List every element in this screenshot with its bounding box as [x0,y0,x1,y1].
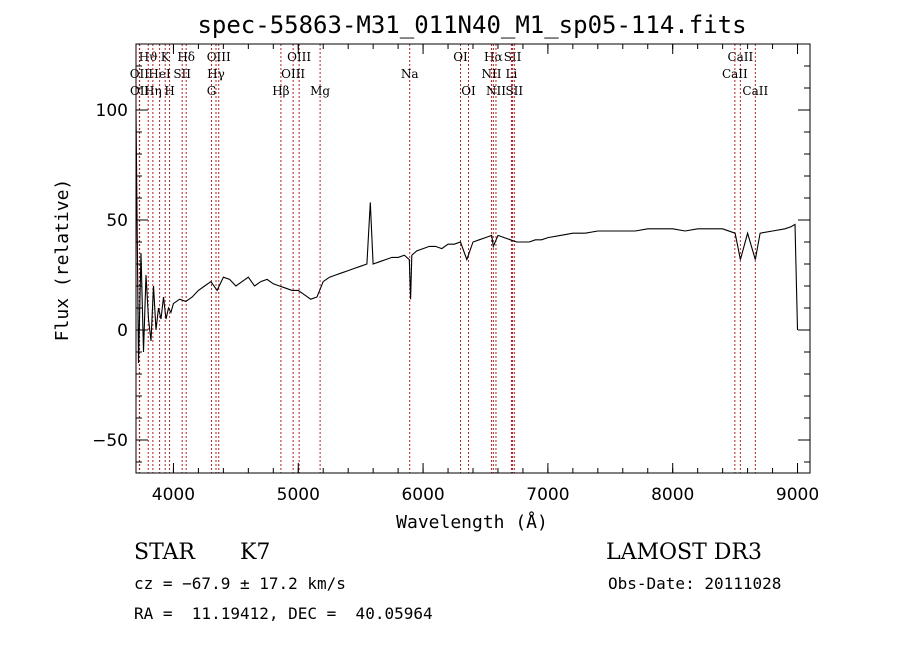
spectral-line-label: HeI [148,67,171,81]
x-tick-label: 7000 [526,485,569,505]
spectral-line-label: CaII [727,50,753,64]
coordinates: RA = 11.19412, DEC = 40.05964 [134,604,433,623]
spectral-line-label: G [207,84,217,98]
spectral-line-label: OI [453,50,468,64]
x-tick-label: 9000 [776,485,819,505]
spectral-line-label: NII [486,84,506,98]
spectral-line-label: Hγ [207,67,225,81]
chart-title: spec-55863-M31_011N40_M1_sp05-114.fits [197,11,746,39]
spectral-line-label: CaII [742,84,768,98]
spectral-line-label: SII [504,50,522,64]
spectral-line-label: H [164,84,174,98]
spectral-line-label: NII [481,67,501,81]
spectral-line-label: CaII [722,67,748,81]
object-subclass: K7 [240,540,271,565]
x-axis-label: Wavelength (Å) [396,511,548,533]
x-tick-label: 4000 [152,485,195,505]
spectral-line-label: OI [461,84,476,98]
redshift-text: cz = −67.9 ± 17.2 km/s [134,574,346,593]
spectral-line-label: Hδ [177,50,195,64]
x-tick-label: 5000 [277,485,320,505]
y-axis-label: Flux (relative) [52,179,73,342]
spectral-line-label: OIII [287,50,311,64]
obs-date: Obs-Date: 20111028 [608,574,782,593]
spectrum-line [135,109,799,364]
spectral-line-label: OIII [207,50,231,64]
spectral-line-label: K [161,50,171,64]
y-tick-label: 100 [96,101,128,121]
y-tick-label: 0 [117,321,128,341]
spectral-line-label: Hβ [272,84,289,98]
spectral-line-label: Li [506,67,518,81]
spectral-line-label: Hϑ [139,50,158,64]
spectral-line-label: Hη [144,84,162,98]
x-axis-ticks: 4000 5000 6000 7000 8000 9000 [152,44,819,505]
survey-name: LAMOST DR3 [606,540,762,565]
spectral-line-label: Hα [484,50,503,64]
y-tick-label: 50 [106,211,128,231]
spectral-line-label: SII [173,67,191,81]
spectral-line-label: OIII [281,67,305,81]
y-axis-ticks: −50 0 50 100 [92,65,810,463]
spectral-line-label: SII [505,84,523,98]
spectral-line-label: OII [130,84,150,98]
x-tick-label: 8000 [651,485,694,505]
x-tick-label: 6000 [401,485,444,505]
plot-frame [135,43,811,474]
object-class: STAR [134,540,195,565]
y-tick-label: −50 [92,431,128,451]
spectral-line-label: Na [401,67,419,81]
spectral-line-label: Mg [310,84,330,98]
